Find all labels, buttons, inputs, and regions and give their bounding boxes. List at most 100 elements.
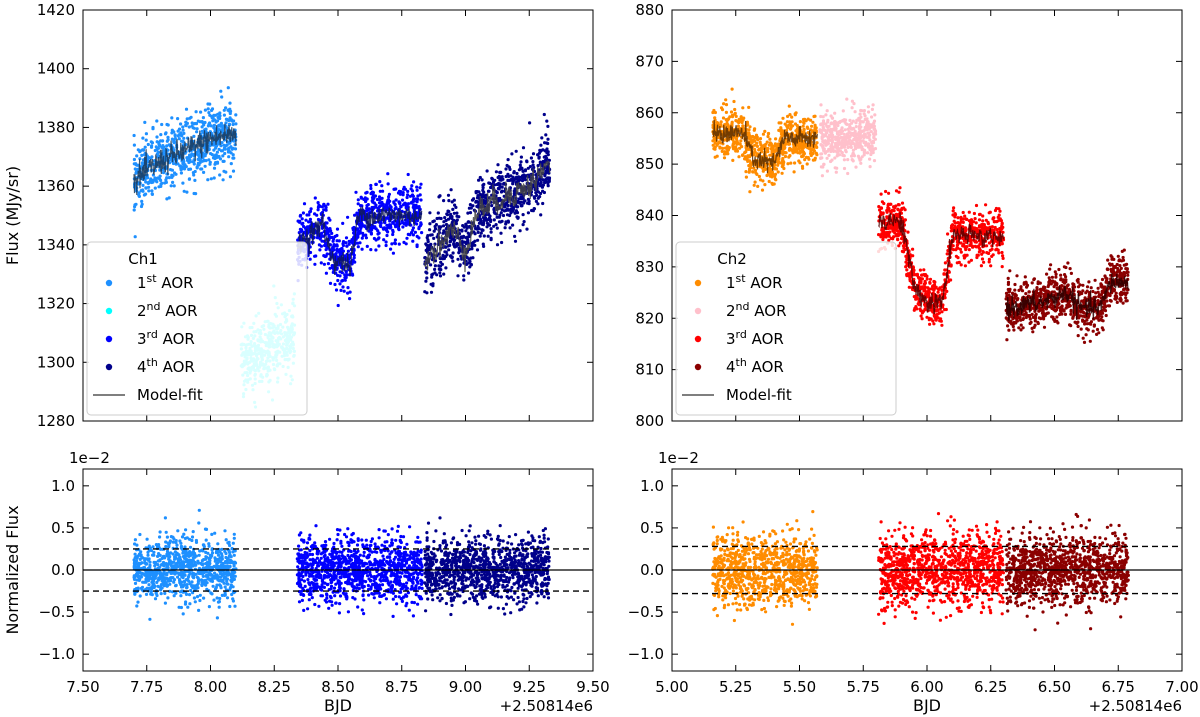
- data-point: [233, 574, 237, 578]
- data-point: [207, 544, 211, 548]
- data-point: [214, 585, 218, 590]
- data-point: [181, 612, 185, 616]
- data-point: [447, 248, 451, 252]
- data-point: [216, 600, 221, 604]
- data-point: [412, 197, 416, 202]
- data-point: [412, 203, 416, 207]
- data-point: [526, 166, 530, 170]
- data-point: [391, 614, 395, 619]
- data-point: [405, 581, 409, 585]
- data-point: [331, 245, 335, 249]
- data-point: [400, 599, 404, 604]
- data-point: [228, 586, 232, 590]
- data-point: [168, 569, 172, 574]
- data-point: [437, 264, 441, 268]
- data-point: [394, 580, 398, 584]
- data-point: [151, 125, 155, 130]
- data-point: [530, 208, 534, 213]
- data-point: [521, 213, 525, 217]
- data-point: [167, 562, 171, 566]
- data-point: [216, 542, 220, 546]
- data-point: [411, 581, 415, 585]
- data-point: [192, 173, 196, 177]
- data-point: [482, 218, 486, 222]
- data-point: [477, 178, 481, 182]
- data-point: [534, 199, 539, 203]
- data-point: [308, 217, 312, 221]
- data-point: [367, 593, 371, 597]
- data-point: [378, 594, 382, 598]
- data-point: [151, 545, 155, 549]
- data-point: [150, 580, 154, 584]
- data-point: [231, 573, 235, 577]
- data-point: [169, 551, 173, 555]
- data-point: [195, 127, 199, 131]
- data-point: [452, 211, 456, 215]
- data-point: [135, 543, 139, 547]
- data-point: [358, 571, 362, 575]
- data-point: [230, 578, 234, 582]
- data-point: [387, 582, 391, 586]
- data-point: [147, 544, 151, 548]
- data-point: [329, 578, 333, 582]
- data-point: [132, 133, 136, 138]
- data-point: [180, 562, 184, 566]
- data-point: [385, 559, 389, 564]
- data-point: [444, 227, 448, 231]
- data-point: [335, 247, 339, 251]
- data-point: [346, 540, 350, 545]
- data-point: [405, 203, 409, 207]
- data-point: [337, 580, 341, 584]
- data-point: [389, 564, 393, 568]
- data-point: [208, 144, 212, 148]
- data-point: [223, 585, 227, 589]
- data-point: [316, 208, 320, 212]
- legend-marker: [105, 363, 113, 371]
- data-point: [369, 562, 373, 566]
- data-point: [223, 529, 227, 533]
- data-point: [365, 543, 369, 547]
- legend-title: Ch1: [128, 250, 158, 268]
- data-point: [469, 206, 473, 210]
- data-point: [499, 176, 503, 181]
- data-point: [315, 561, 320, 565]
- data-point: [229, 109, 233, 113]
- data-point: [382, 575, 386, 579]
- data-point: [404, 570, 408, 574]
- data-point: [333, 573, 337, 577]
- data-point: [187, 177, 192, 181]
- data-point: [399, 190, 403, 194]
- data-point: [395, 572, 399, 576]
- data-point: [493, 211, 497, 215]
- data-point: [184, 165, 188, 169]
- data-point: [411, 228, 415, 232]
- data-point: [211, 576, 215, 581]
- data-point: [523, 168, 528, 172]
- data-point: [164, 544, 168, 549]
- data-point: [226, 541, 230, 545]
- data-point: [327, 235, 331, 239]
- data-point: [340, 554, 344, 558]
- data-point: [176, 565, 180, 569]
- data-point: [309, 207, 313, 211]
- data-point: [202, 582, 206, 586]
- data-point: [451, 251, 455, 255]
- data-point: [379, 548, 383, 552]
- data-point: [192, 191, 196, 196]
- data-point: [498, 220, 503, 224]
- data-point: [144, 180, 148, 184]
- data-point: [448, 236, 452, 240]
- data-point: [384, 243, 388, 248]
- data-point: [478, 175, 482, 180]
- data-point: [457, 251, 461, 255]
- data-point: [158, 553, 162, 558]
- data-point: [379, 224, 383, 229]
- data-point: [512, 171, 516, 175]
- data-point: [344, 592, 348, 596]
- data-point: [308, 257, 312, 261]
- data-point: [393, 238, 397, 242]
- data-point: [485, 218, 489, 222]
- data-point: [490, 204, 494, 208]
- data-point: [413, 230, 417, 234]
- data-point: [398, 564, 403, 568]
